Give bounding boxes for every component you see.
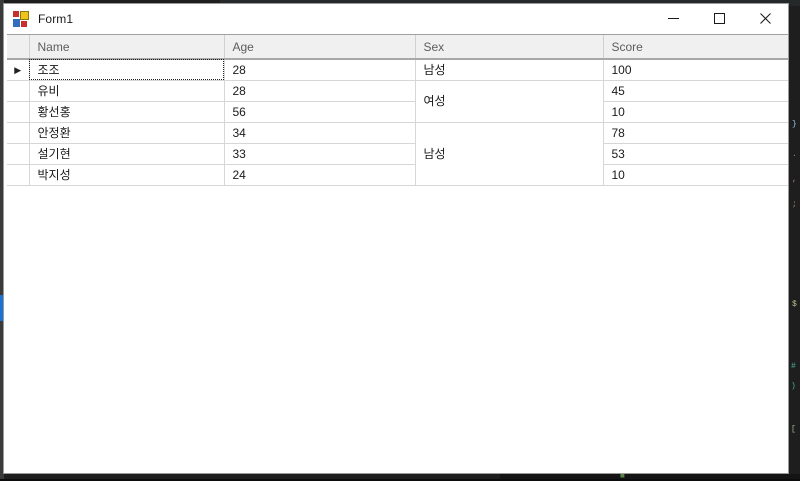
row-selector-arrow: ▶ [14, 64, 22, 75]
cell-sex[interactable]: 남성 [415, 122, 604, 186]
cell-name[interactable]: 유비 [29, 80, 225, 102]
cell-age[interactable]: 28 [224, 80, 416, 102]
cell-age[interactable]: 34 [224, 122, 416, 144]
grid-body: ▶ 조조 28 남성 100 유비 28 여성 45 [7, 59, 788, 186]
window-title: Form1 [38, 11, 74, 26]
close-button[interactable] [742, 4, 788, 33]
row-header-cell[interactable] [7, 101, 30, 123]
form-window: Form1 [3, 3, 789, 474]
winforms-app-icon [13, 10, 29, 27]
cell-sex[interactable]: 남성 [415, 59, 604, 81]
row-header-cell[interactable]: ▶ [7, 59, 30, 81]
desktop-left-edge [0, 0, 4, 479]
table-row[interactable]: ▶ 조조 28 남성 100 [7, 59, 788, 81]
window-controls [650, 4, 788, 33]
cell-name[interactable]: 조조 [29, 59, 225, 81]
cell-name[interactable]: 안정환 [29, 122, 225, 144]
minimize-button[interactable] [650, 4, 696, 33]
table-row[interactable]: 설기현 33 53 [7, 143, 788, 165]
table-row[interactable]: 유비 28 여성 45 [7, 80, 788, 123]
column-header-name[interactable]: Name [29, 35, 225, 60]
cell-score[interactable]: 10 [603, 164, 788, 186]
grid-table: Name Age Sex Score ▶ 조조 28 남성 [7, 35, 788, 186]
column-header-score[interactable]: Score [603, 35, 788, 60]
maximize-button[interactable] [696, 4, 742, 33]
table-row[interactable]: 안정환 34 남성 78 [7, 122, 788, 186]
table-row[interactable]: 박지성 24 10 [7, 164, 788, 186]
column-header-sex[interactable]: Sex [415, 35, 604, 60]
cell-score[interactable]: 53 [603, 143, 788, 165]
row-header-cell[interactable] [7, 164, 30, 186]
cell-score[interactable]: 78 [603, 122, 788, 144]
cell-name[interactable]: 박지성 [29, 164, 225, 186]
row-header-cell[interactable] [7, 80, 30, 102]
cell-age[interactable]: 28 [224, 59, 416, 81]
grid-header-row: Name Age Sex Score [7, 35, 788, 60]
form-client-area: Name Age Sex Score ▶ 조조 28 남성 [4, 34, 788, 473]
column-header-age[interactable]: Age [224, 35, 416, 60]
cell-name[interactable]: 설기현 [29, 143, 225, 165]
cell-score[interactable]: 45 [603, 80, 788, 102]
row-header-cell[interactable] [7, 122, 30, 144]
cell-age[interactable]: 33 [224, 143, 416, 165]
cell-score[interactable]: 100 [603, 59, 788, 81]
cell-age[interactable]: 24 [224, 164, 416, 186]
row-header-cell[interactable] [7, 143, 30, 165]
table-row[interactable]: 황선홍 56 10 [7, 101, 788, 123]
cell-age[interactable]: 56 [224, 101, 416, 123]
title-bar[interactable]: Form1 [4, 4, 788, 34]
select-all-header-cell[interactable] [7, 35, 30, 60]
cell-score[interactable]: 10 [603, 101, 788, 123]
cell-name[interactable]: 황선홍 [29, 101, 225, 123]
cell-sex[interactable]: 여성 [415, 80, 604, 123]
data-grid-view[interactable]: Name Age Sex Score ▶ 조조 28 남성 [7, 34, 788, 186]
